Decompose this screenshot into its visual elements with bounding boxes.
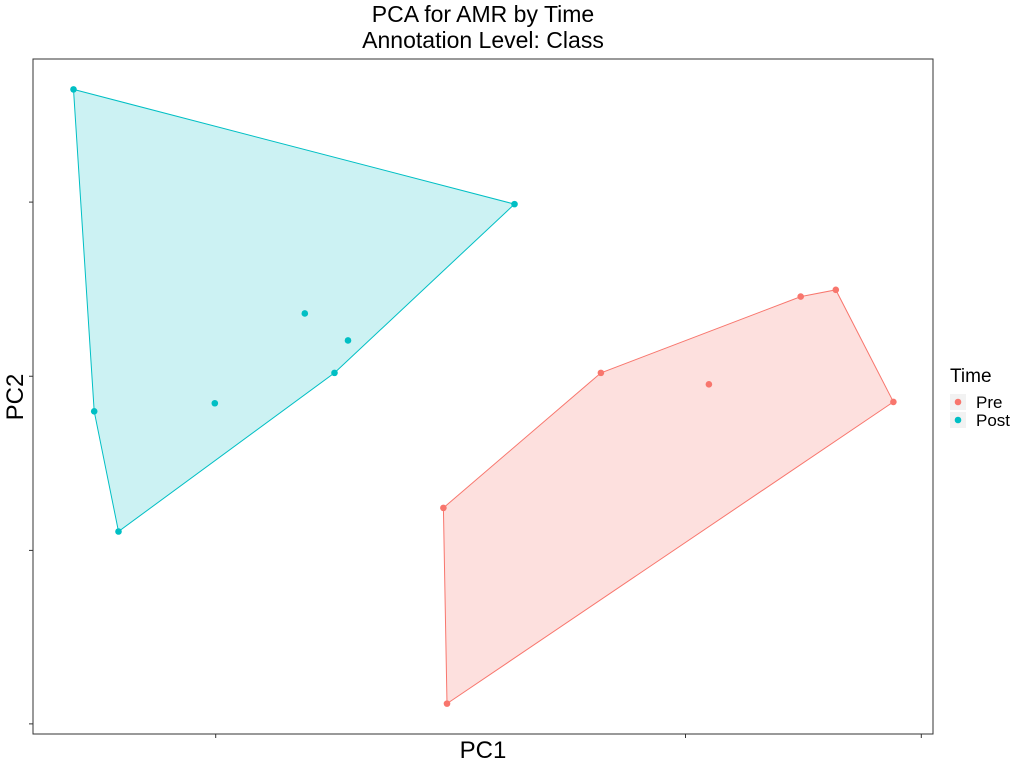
plot-panel-border: [32, 58, 934, 735]
point-post-7: [115, 528, 122, 535]
point-post-5: [211, 399, 219, 407]
legend-title: Time: [950, 366, 992, 387]
chart-subtitle: Annotation Level: Class: [362, 27, 604, 53]
axis-ticks: [29, 201, 922, 738]
legend-key-pre: [954, 398, 962, 406]
point-pre-3: [705, 381, 713, 388]
y-axis-label: PC2: [2, 374, 29, 421]
legend-label-post: Post: [976, 411, 1010, 430]
point-post-4: [331, 369, 338, 377]
hull-layer: [72, 88, 895, 705]
point-pre-6: [890, 398, 897, 406]
point-post-3: [344, 337, 352, 344]
hull-post: [72, 88, 516, 533]
point-post-1: [511, 200, 518, 208]
point-post-0: [70, 86, 77, 93]
chart-title: PCA for AMR by Time: [372, 1, 594, 27]
point-post-6: [90, 408, 98, 415]
point-pre-4: [797, 293, 804, 300]
legend-key-post: [954, 416, 962, 424]
point-post-2: [301, 310, 309, 317]
point-pre-5: [832, 286, 840, 294]
point-layer: [70, 86, 897, 707]
point-pre-0: [440, 504, 447, 512]
hull-pre: [442, 289, 895, 705]
x-axis-label: PC1: [460, 737, 507, 764]
point-pre-2: [597, 369, 605, 377]
point-pre-1: [443, 700, 451, 707]
legend-label-pre: Pre: [976, 393, 1002, 412]
